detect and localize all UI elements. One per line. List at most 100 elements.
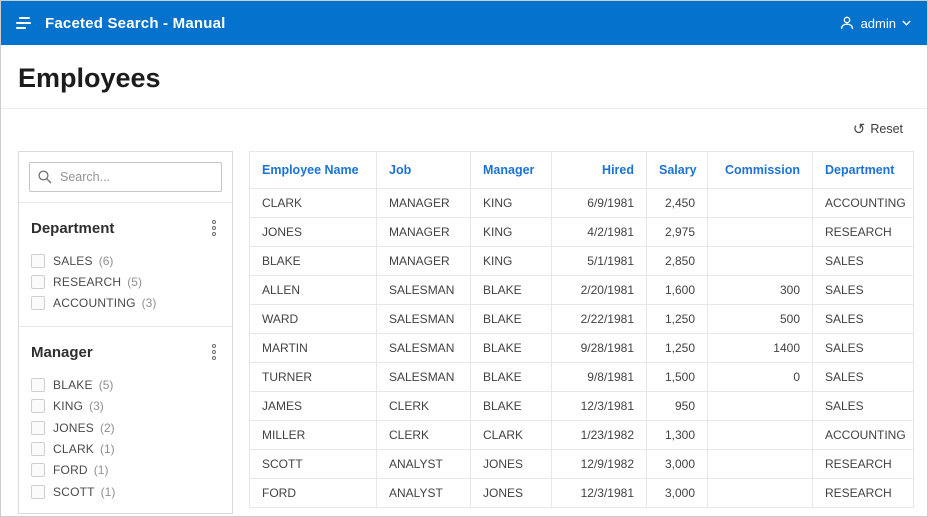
table-cell: MANAGER bbox=[376, 246, 471, 276]
checkbox[interactable] bbox=[31, 296, 45, 311]
facet-option-label: SALES bbox=[53, 253, 93, 268]
table-row: JAMES CLERK BLAKE 12/3/1981 950 SALES bbox=[249, 391, 914, 421]
report-region: Employee Name Job Manager Hired Salary Commis… bbox=[249, 151, 914, 508]
table-row: WARD SALESMAN BLAKE 2/22/1981 1,250 500 SALES bbox=[249, 304, 914, 334]
search-icon bbox=[38, 170, 52, 184]
checkbox[interactable] bbox=[31, 420, 45, 435]
table-cell bbox=[707, 449, 813, 479]
checkbox[interactable] bbox=[31, 253, 45, 268]
table-cell: 2,450 bbox=[646, 188, 708, 218]
table-cell: 0 bbox=[707, 362, 813, 392]
table-row: SCOTT ANALYST JONES 12/9/1982 3,000 RESEARCH bbox=[249, 449, 914, 479]
column-header-hired[interactable]: Hired bbox=[551, 151, 647, 189]
table-cell: RESEARCH bbox=[812, 478, 914, 508]
table-cell: 12/3/1981 bbox=[551, 391, 647, 421]
table-cell: 500 bbox=[707, 304, 813, 334]
column-header-department[interactable]: Department bbox=[812, 151, 914, 189]
facet-option-jones[interactable]: JONES (2) bbox=[31, 417, 220, 438]
table-cell: 3,000 bbox=[646, 449, 708, 479]
table-cell: SALESMAN bbox=[376, 333, 471, 363]
table-cell: ANALYST bbox=[376, 449, 471, 479]
table-cell: MILLER bbox=[249, 420, 377, 450]
facet-option-accounting[interactable]: ACCOUNTING (3) bbox=[31, 293, 220, 314]
column-header-commission[interactable]: Commission bbox=[707, 151, 813, 189]
facet-group-label: Manager bbox=[31, 343, 93, 361]
table-cell bbox=[707, 420, 813, 450]
facet-option-count: (1) bbox=[100, 484, 116, 499]
table-cell: SALESMAN bbox=[376, 304, 471, 334]
checkbox[interactable] bbox=[31, 275, 45, 290]
table-cell: 12/9/1982 bbox=[551, 449, 647, 479]
column-header-job[interactable]: Job bbox=[376, 151, 471, 189]
table-cell: 2/20/1981 bbox=[551, 275, 647, 305]
table-cell: WARD bbox=[249, 304, 377, 334]
table-cell: SALES bbox=[812, 333, 914, 363]
table-cell: RESEARCH bbox=[812, 449, 914, 479]
facet-option-king[interactable]: KING (3) bbox=[31, 396, 220, 417]
checkbox[interactable] bbox=[31, 442, 45, 457]
table-row: MILLER CLERK CLARK 1/23/1982 1,300 ACCOUNTING bbox=[249, 420, 914, 450]
facet-option-scott[interactable]: SCOTT (1) bbox=[31, 481, 220, 502]
facet-option-count: (5) bbox=[127, 275, 142, 290]
checkbox[interactable] bbox=[31, 399, 45, 414]
table-cell: 4/2/1981 bbox=[551, 217, 647, 247]
facet-option-count: (3) bbox=[89, 399, 104, 414]
table-row: ALLEN SALESMAN BLAKE 2/20/1981 1,600 300 SALES bbox=[249, 275, 914, 305]
table-header-row: Employee Name Job Manager Hired Salary Commis… bbox=[249, 151, 914, 189]
facet-option-research[interactable]: RESEARCH (5) bbox=[31, 271, 220, 292]
facet-option-label: KING bbox=[53, 399, 84, 414]
facet-group-department: Department SALES (6) RESEARCH (5) ACCOUNTING (… bbox=[19, 203, 232, 326]
facet-option-blake[interactable]: BLAKE (5) bbox=[31, 374, 220, 395]
table-cell: BLAKE bbox=[249, 246, 377, 276]
search-input[interactable] bbox=[29, 162, 222, 192]
table-cell: 2/22/1981 bbox=[551, 304, 647, 334]
facet-option-ford[interactable]: FORD (1) bbox=[31, 460, 220, 481]
user-icon bbox=[840, 16, 853, 30]
table-cell: BLAKE bbox=[470, 391, 552, 421]
hamburger-menu-icon[interactable] bbox=[1, 1, 45, 45]
table-cell: 1,300 bbox=[646, 420, 708, 450]
checkbox[interactable] bbox=[31, 484, 45, 499]
table-cell: 9/28/1981 bbox=[551, 333, 647, 363]
column-header-salary[interactable]: Salary bbox=[646, 151, 708, 189]
table-cell: SALES bbox=[812, 391, 914, 421]
table-cell: 3,000 bbox=[646, 478, 708, 508]
facet-actions-menu-icon[interactable] bbox=[208, 342, 220, 362]
facet-group-manager: Manager BLAKE (5) KING (3) JONES (2) CLARK (1) FO… bbox=[19, 326, 232, 514]
column-header-manager[interactable]: Manager bbox=[470, 151, 552, 189]
table-cell: BLAKE bbox=[470, 362, 552, 392]
reset-button[interactable]: ↺ Reset bbox=[853, 118, 903, 140]
table-cell bbox=[707, 478, 813, 508]
table-cell: KING bbox=[470, 246, 552, 276]
checkbox[interactable] bbox=[31, 377, 45, 392]
table-cell: 2,975 bbox=[646, 217, 708, 247]
table-cell: 1,250 bbox=[646, 333, 708, 363]
table-cell: SALES bbox=[812, 275, 914, 305]
reset-icon: ↺ bbox=[852, 120, 866, 138]
table-cell: ALLEN bbox=[249, 275, 377, 305]
facet-option-sales[interactable]: SALES (6) bbox=[31, 250, 220, 271]
table-cell: 5/1/1981 bbox=[551, 246, 647, 276]
table-cell: SALESMAN bbox=[376, 362, 471, 392]
column-header-employee-name[interactable]: Employee Name bbox=[249, 151, 377, 189]
table-cell: BLAKE bbox=[470, 304, 552, 334]
checkbox[interactable] bbox=[31, 463, 45, 478]
table-cell: BLAKE bbox=[470, 275, 552, 305]
user-label: admin bbox=[860, 15, 896, 31]
reset-button-label: Reset bbox=[870, 122, 903, 136]
table-row: BLAKE MANAGER KING 5/1/1981 2,850 SALES bbox=[249, 246, 914, 276]
table-cell: 9/8/1981 bbox=[551, 362, 647, 392]
facet-option-label: FORD bbox=[53, 463, 88, 478]
facet-actions-menu-icon[interactable] bbox=[208, 218, 220, 238]
table-cell: CLERK bbox=[376, 391, 471, 421]
table-row: JONES MANAGER KING 4/2/1981 2,975 RESEARCH bbox=[249, 217, 914, 247]
facet-search-region bbox=[19, 152, 232, 203]
facet-option-label: BLAKE bbox=[53, 377, 93, 392]
facet-groups: Department SALES (6) RESEARCH (5) ACCOUNTING (… bbox=[19, 203, 232, 515]
table-cell: SALES bbox=[812, 246, 914, 276]
table-cell: ACCOUNTING bbox=[812, 420, 914, 450]
facet-option-clark[interactable]: CLARK (1) bbox=[31, 438, 220, 459]
facet-option-count: (1) bbox=[100, 442, 115, 457]
user-menu[interactable]: admin bbox=[839, 15, 927, 31]
table-cell: JONES bbox=[249, 217, 377, 247]
